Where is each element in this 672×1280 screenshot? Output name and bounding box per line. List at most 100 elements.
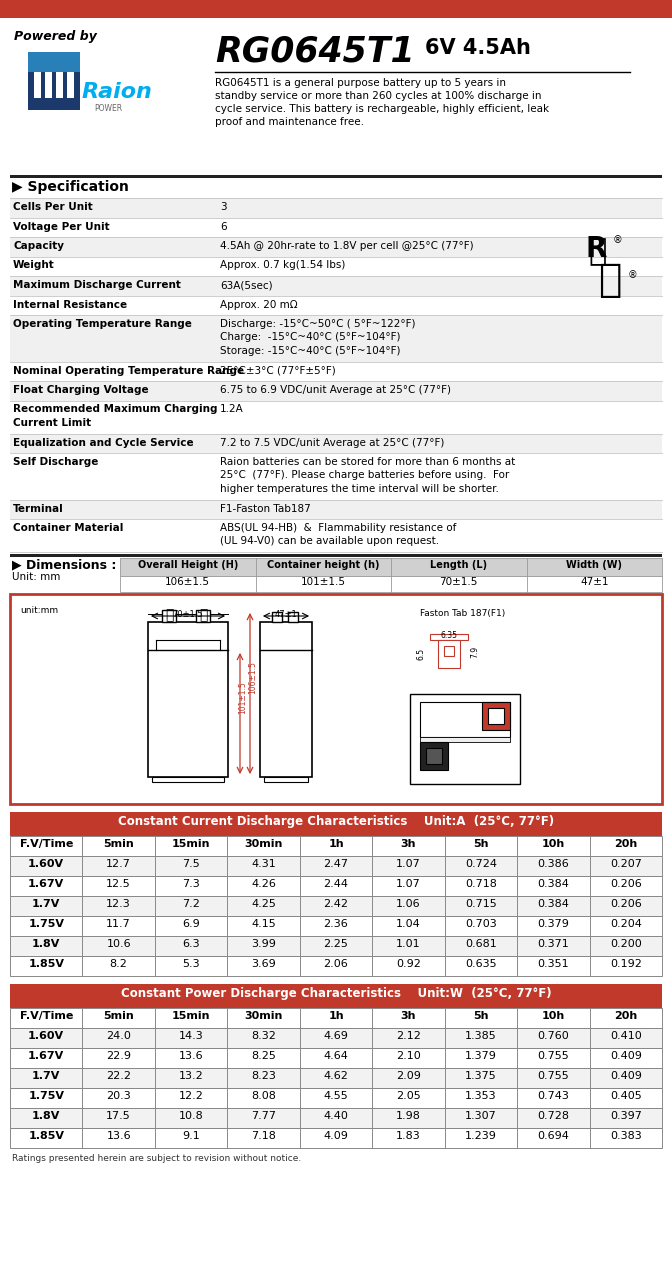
Bar [10, 812, 662, 836]
Text: RG0645T1: RG0645T1 [215, 35, 415, 69]
Text: 7.5: 7.5 [182, 859, 200, 869]
Text: Terminal: Terminal [13, 503, 64, 513]
Bar [10, 1048, 662, 1068]
Text: 70±1.5: 70±1.5 [439, 577, 478, 588]
Text: 4.25: 4.25 [251, 899, 276, 909]
Text: 4.64: 4.64 [323, 1051, 349, 1061]
Text: ⌢: ⌢ [199, 608, 207, 622]
Text: 13.6: 13.6 [106, 1132, 131, 1140]
Bar [10, 956, 662, 975]
Bar [10, 518, 662, 552]
Text: Recommended Maximum Charging: Recommended Maximum Charging [13, 404, 218, 415]
Bar [264, 777, 308, 782]
Text: 12.3: 12.3 [106, 899, 131, 909]
Text: 2.36: 2.36 [324, 919, 348, 929]
Text: Float Charging Voltage: Float Charging Voltage [13, 385, 149, 396]
Text: 1.67V: 1.67V [28, 1051, 65, 1061]
Text: 13.2: 13.2 [179, 1071, 204, 1082]
Text: Constant Power Discharge Characteristics    Unit:W  (25°C, 77°F): Constant Power Discharge Characteristics… [121, 987, 551, 1000]
Bar [45, 58, 52, 99]
Text: 0.715: 0.715 [465, 899, 497, 909]
Text: 1.75V: 1.75V [28, 919, 65, 929]
Bar [444, 646, 454, 655]
Text: 2.25: 2.25 [323, 940, 349, 948]
Text: 0.755: 0.755 [538, 1051, 569, 1061]
Text: R: R [585, 236, 606, 262]
Text: 8.2: 8.2 [110, 959, 128, 969]
Text: 2.42: 2.42 [323, 899, 349, 909]
Text: 1.8V: 1.8V [32, 1111, 60, 1121]
Text: 106±1.5: 106±1.5 [249, 660, 257, 694]
Text: 1.98: 1.98 [396, 1111, 421, 1121]
Bar [420, 742, 448, 771]
Text: Container height (h): Container height (h) [267, 561, 380, 570]
Text: 0.200: 0.200 [610, 940, 642, 948]
Text: 6V 4.5Ah: 6V 4.5Ah [425, 38, 531, 58]
Text: Powered by: Powered by [14, 29, 97, 44]
Bar [420, 737, 510, 742]
Bar [28, 52, 80, 110]
Text: 0.409: 0.409 [610, 1071, 642, 1082]
Text: 5h: 5h [473, 1011, 489, 1021]
Text: Overall Height (H): Overall Height (H) [138, 561, 238, 570]
Bar [10, 175, 662, 178]
Text: POWER: POWER [94, 104, 122, 113]
Bar [438, 640, 460, 668]
Text: 15min: 15min [172, 838, 210, 849]
Text: 25°C  (77°F). Please charge batteries before using.  For: 25°C (77°F). Please charge batteries bef… [220, 471, 509, 480]
Text: Voltage Per Unit: Voltage Per Unit [13, 221, 110, 232]
Text: proof and maintenance free.: proof and maintenance free. [215, 116, 364, 127]
Bar [10, 1028, 662, 1048]
Bar [288, 612, 298, 622]
Text: 4.5Ah @ 20hr-rate to 1.8V per cell @25°C (77°F): 4.5Ah @ 20hr-rate to 1.8V per cell @25°C… [220, 241, 474, 251]
Text: 0.351: 0.351 [538, 959, 569, 969]
Text: 0.384: 0.384 [538, 899, 569, 909]
Text: 2.06: 2.06 [324, 959, 348, 969]
Bar [120, 558, 662, 576]
Text: 4.69: 4.69 [323, 1030, 349, 1041]
Bar [28, 52, 80, 72]
Bar [10, 554, 662, 557]
Bar [34, 58, 41, 99]
Text: 4.62: 4.62 [323, 1071, 349, 1082]
Text: 7.2: 7.2 [182, 899, 200, 909]
Text: 14.3: 14.3 [179, 1030, 204, 1041]
Text: 6.9: 6.9 [182, 919, 200, 929]
Text: 1.2A: 1.2A [220, 404, 244, 415]
Text: 5min: 5min [103, 1011, 134, 1021]
Text: ⌢: ⌢ [165, 608, 173, 622]
Text: 8.32: 8.32 [251, 1030, 276, 1041]
Text: 6: 6 [220, 221, 226, 232]
Bar [420, 701, 510, 737]
Text: 4.40: 4.40 [323, 1111, 349, 1121]
Text: 9.1: 9.1 [182, 1132, 200, 1140]
Text: unit:mm: unit:mm [20, 605, 58, 614]
Text: 24.0: 24.0 [106, 1030, 131, 1041]
Text: Charge:  -15°C~40°C (5°F~104°F): Charge: -15°C~40°C (5°F~104°F) [220, 333, 401, 343]
Text: Raion: Raion [82, 82, 153, 102]
Text: 12.7: 12.7 [106, 859, 131, 869]
Text: ▶ Dimensions :: ▶ Dimensions : [12, 558, 116, 571]
Text: 1.385: 1.385 [465, 1030, 497, 1041]
Text: 1.04: 1.04 [396, 919, 421, 929]
Text: 1.07: 1.07 [396, 879, 421, 890]
Bar [120, 576, 662, 591]
Text: 0.755: 0.755 [538, 1071, 569, 1082]
Text: (UL 94-V0) can be available upon request.: (UL 94-V0) can be available upon request… [220, 536, 439, 547]
Bar [10, 276, 662, 296]
Text: 0.760: 0.760 [538, 1030, 569, 1041]
Text: 2.10: 2.10 [396, 1051, 421, 1061]
Text: 12.2: 12.2 [179, 1091, 204, 1101]
Text: 0.397: 0.397 [610, 1111, 642, 1121]
Text: 15min: 15min [172, 1011, 210, 1021]
Bar [10, 1108, 662, 1128]
Text: 13.6: 13.6 [179, 1051, 204, 1061]
Text: 3h: 3h [401, 1011, 416, 1021]
Bar [10, 1068, 662, 1088]
Text: 0.384: 0.384 [538, 879, 569, 890]
Text: 106±1.5: 106±1.5 [165, 577, 210, 588]
Text: standby service or more than 260 cycles at 100% discharge in: standby service or more than 260 cycles … [215, 91, 542, 101]
Text: 0.728: 0.728 [538, 1111, 569, 1121]
Bar [10, 1088, 662, 1108]
Text: 0.206: 0.206 [610, 899, 642, 909]
